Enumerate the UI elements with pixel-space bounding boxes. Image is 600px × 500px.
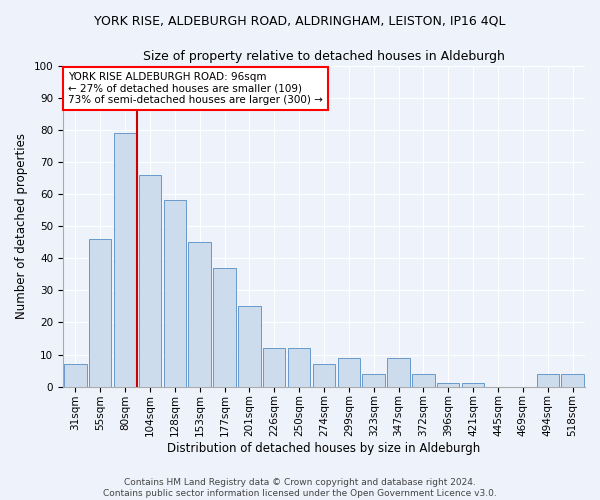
Bar [562, 374, 584, 386]
Bar [64, 364, 86, 386]
Bar [114, 133, 136, 386]
Bar [338, 358, 360, 386]
Bar [412, 374, 434, 386]
Bar [288, 348, 310, 387]
Bar [89, 239, 112, 386]
Bar [362, 374, 385, 386]
Bar [139, 174, 161, 386]
Text: YORK RISE ALDEBURGH ROAD: 96sqm
← 27% of detached houses are smaller (109)
73% o: YORK RISE ALDEBURGH ROAD: 96sqm ← 27% of… [68, 72, 323, 105]
Bar [214, 268, 236, 386]
Bar [437, 384, 460, 386]
Title: Size of property relative to detached houses in Aldeburgh: Size of property relative to detached ho… [143, 50, 505, 63]
Text: Contains HM Land Registry data © Crown copyright and database right 2024.
Contai: Contains HM Land Registry data © Crown c… [103, 478, 497, 498]
Bar [263, 348, 286, 387]
X-axis label: Distribution of detached houses by size in Aldeburgh: Distribution of detached houses by size … [167, 442, 481, 455]
Bar [388, 358, 410, 386]
Bar [188, 242, 211, 386]
Bar [536, 374, 559, 386]
Bar [313, 364, 335, 386]
Bar [238, 306, 260, 386]
Text: YORK RISE, ALDEBURGH ROAD, ALDRINGHAM, LEISTON, IP16 4QL: YORK RISE, ALDEBURGH ROAD, ALDRINGHAM, L… [94, 15, 506, 28]
Bar [164, 200, 186, 386]
Y-axis label: Number of detached properties: Number of detached properties [15, 133, 28, 319]
Bar [462, 384, 484, 386]
